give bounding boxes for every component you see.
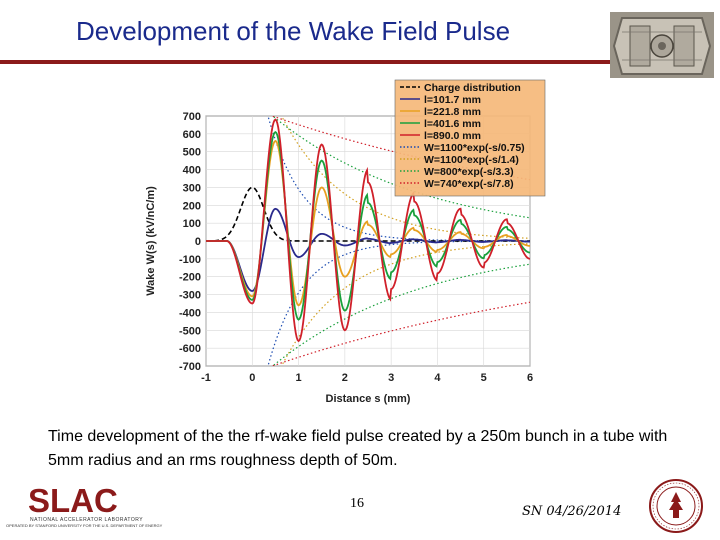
x-tick-label: 5 <box>481 372 487 384</box>
y-tick-label: -100 <box>179 254 201 266</box>
y-tick-label: 100 <box>183 218 201 230</box>
legend-label: l=221.8 mm <box>424 106 481 118</box>
x-axis-label: Distance s (mm) <box>326 393 411 405</box>
y-tick-label: -400 <box>179 307 201 319</box>
stanford-seal <box>649 479 703 533</box>
slac-operated-by: OPERATED BY STANFORD UNIVERSITY FOR THE … <box>6 523 163 528</box>
slac-logo-text: SLAC <box>28 484 118 516</box>
legend-label: Charge distribution <box>424 82 521 94</box>
y-tick-label: 400 <box>183 165 201 177</box>
x-tick-label: 4 <box>434 372 441 384</box>
x-tick-label: 2 <box>342 372 348 384</box>
y-tick-label: 500 <box>183 147 201 159</box>
y-tick-label: -700 <box>179 361 201 373</box>
wake-series-line <box>206 207 530 292</box>
y-tick-label: -500 <box>179 325 201 337</box>
slide-caption: Time development of the the rf-wake fiel… <box>48 428 668 469</box>
legend-label: W=740*exp(-s/7.8) <box>424 178 514 190</box>
x-tick-label: 1 <box>296 372 302 384</box>
legend-label: W=800*exp(-s/3.3) <box>424 166 514 178</box>
y-axis-label: Wake W(s) (kV/nC/m) <box>145 186 157 296</box>
x-tick-label: 0 <box>249 372 255 384</box>
charge-distribution-line <box>206 186 530 242</box>
slide-title: Development of the Wake Field Pulse <box>76 16 511 46</box>
slac-logo: SLAC <box>28 484 118 516</box>
legend-label: l=401.6 mm <box>424 118 481 130</box>
legend-label: W=1100*exp(-s/1.4) <box>424 154 519 166</box>
y-tick-label: -600 <box>179 343 201 355</box>
slac-logo-subtitle: NATIONAL ACCELERATOR LABORATORY <box>30 517 144 523</box>
wake-series-line <box>206 118 530 343</box>
footer-date: SN 04/26/2014 <box>522 504 622 519</box>
page-number: 16 <box>350 496 364 511</box>
y-tick-label: -300 <box>179 290 201 302</box>
y-tick-label: 700 <box>183 111 201 123</box>
wake-field-chart: -1 0 1 2 3 4 5 6 -700 -600 -500 -400 -300 -200 -100 0 10… <box>145 79 546 405</box>
envelope-lower <box>271 263 530 366</box>
title-divider <box>0 60 612 64</box>
legend-label: l=890.0 mm <box>424 130 481 142</box>
legend-label: W=1100*exp(-s/0.75) <box>424 142 525 154</box>
x-tick-label: 6 <box>527 372 533 384</box>
structure-photo <box>610 12 714 78</box>
x-tick-label: 3 <box>388 372 394 384</box>
y-tick-label: -200 <box>179 272 201 284</box>
x-tick-label: -1 <box>201 372 211 384</box>
legend-label: l=101.7 mm <box>424 94 481 106</box>
y-tick-label: 200 <box>183 200 201 212</box>
y-tick-label: 300 <box>183 182 201 194</box>
envelope-lower <box>270 301 530 366</box>
y-tick-label: 600 <box>183 129 201 141</box>
envelope-lower <box>280 243 530 366</box>
y-tick-label: 0 <box>195 236 201 248</box>
envelope-upper <box>280 116 530 239</box>
